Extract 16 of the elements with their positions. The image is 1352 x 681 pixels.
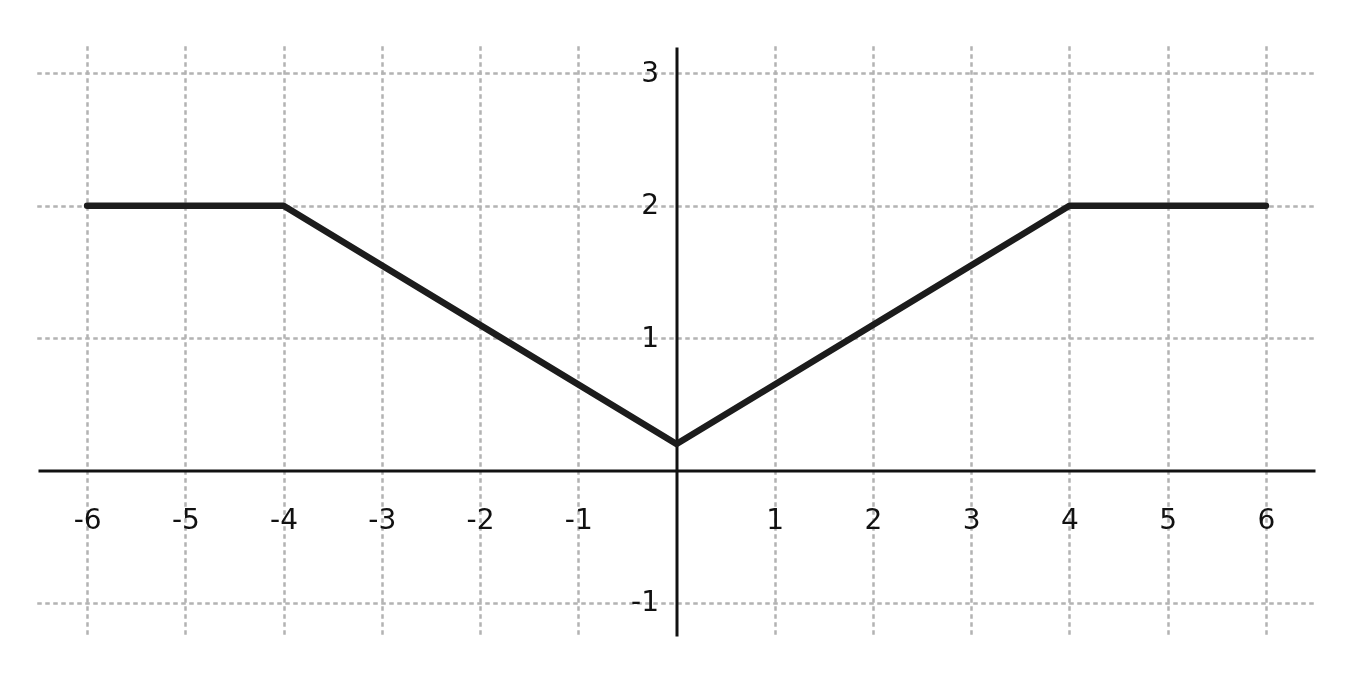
- x-tick-label: 6: [1257, 503, 1276, 537]
- x-tick-label: 4: [1061, 503, 1079, 537]
- x-tick-label: -5: [171, 503, 200, 537]
- x-tick-label: -2: [466, 503, 495, 537]
- x-tick-label: 2: [864, 503, 883, 537]
- x-tick-label: -1: [564, 503, 593, 537]
- x-tick-label: 3: [962, 503, 981, 537]
- x-tick-label: -4: [270, 503, 299, 537]
- y-tick-label: 3: [641, 55, 659, 89]
- x-tick-label: -3: [368, 503, 397, 537]
- y-tick-label: 1: [641, 320, 659, 354]
- x-tick-label: 1: [766, 503, 785, 537]
- y-tick-label: -1: [631, 585, 659, 619]
- y-tick-label: 2: [641, 188, 659, 222]
- x-tick-label: -6: [73, 503, 102, 537]
- x-tick-label: 5: [1159, 503, 1178, 537]
